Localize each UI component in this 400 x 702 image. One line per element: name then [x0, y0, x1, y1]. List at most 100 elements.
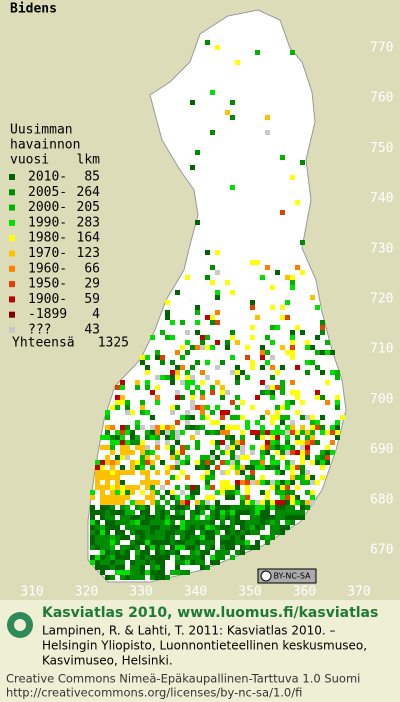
grid-square — [105, 510, 110, 515]
grid-square — [100, 540, 105, 545]
grid-square — [200, 415, 205, 420]
grid-square — [210, 530, 215, 535]
grid-square — [295, 450, 300, 455]
grid-square — [260, 365, 265, 370]
grid-square — [215, 440, 220, 445]
grid-square — [230, 545, 235, 550]
grid-square — [155, 555, 160, 560]
grid-square — [195, 545, 200, 550]
grid-square — [125, 425, 130, 430]
grid-square — [220, 450, 225, 455]
badge-icon — [260, 570, 272, 582]
grid-square — [215, 270, 220, 275]
grid-square — [320, 465, 325, 470]
grid-square — [160, 515, 165, 520]
grid-square — [140, 410, 145, 415]
grid-square — [215, 380, 220, 385]
grid-square — [155, 355, 160, 360]
grid-square — [160, 505, 165, 510]
grid-square — [305, 470, 310, 475]
grid-square — [310, 425, 315, 430]
grid-square — [150, 450, 155, 455]
grid-square — [285, 430, 290, 435]
grid-square — [280, 405, 285, 410]
grid-square — [300, 160, 305, 165]
grid-square — [95, 510, 100, 515]
grid-square — [275, 510, 280, 515]
grid-square — [185, 410, 190, 415]
grid-square — [180, 545, 185, 550]
grid-square — [310, 475, 315, 480]
grid-square — [190, 435, 195, 440]
grid-square — [160, 360, 165, 365]
grid-square — [170, 495, 175, 500]
grid-square — [290, 380, 295, 385]
grid-square — [165, 480, 170, 485]
grid-square — [205, 275, 210, 280]
grid-square — [195, 425, 200, 430]
grid-square — [230, 115, 235, 120]
grid-square — [225, 550, 230, 555]
grid-square — [175, 375, 180, 380]
grid-square — [125, 455, 130, 460]
grid-square — [215, 420, 220, 425]
grid-square — [255, 520, 260, 525]
grid-square — [175, 370, 180, 375]
grid-square — [175, 530, 180, 535]
grid-square — [145, 480, 150, 485]
grid-square — [210, 545, 215, 550]
grid-square — [210, 315, 215, 320]
grid-square — [110, 555, 115, 560]
grid-square — [225, 410, 230, 415]
legend-swatch — [9, 327, 15, 333]
grid-square — [135, 520, 140, 525]
grid-square — [205, 545, 210, 550]
grid-square — [235, 550, 240, 555]
grid-square — [195, 555, 200, 560]
grid-square — [105, 525, 110, 530]
grid-square — [320, 350, 325, 355]
grid-square — [325, 460, 330, 465]
grid-square — [95, 545, 100, 550]
grid-square — [270, 535, 275, 540]
grid-square — [170, 455, 175, 460]
grid-square — [195, 360, 200, 365]
legend-label: 1900- — [28, 292, 67, 307]
grid-square — [205, 335, 210, 340]
grid-square — [275, 430, 280, 435]
grid-square — [90, 520, 95, 525]
grid-square — [155, 570, 160, 575]
grid-square — [245, 485, 250, 490]
grid-square — [325, 340, 330, 345]
grid-square — [135, 530, 140, 535]
grid-square — [240, 525, 245, 530]
grid-square — [250, 430, 255, 435]
grid-square — [210, 535, 215, 540]
grid-square — [185, 485, 190, 490]
grid-square — [315, 480, 320, 485]
grid-square — [130, 515, 135, 520]
grid-square — [325, 400, 330, 405]
grid-square — [125, 445, 130, 450]
grid-square — [230, 355, 235, 360]
grid-square — [270, 375, 275, 380]
grid-square — [270, 395, 275, 400]
grid-square — [235, 415, 240, 420]
grid-square — [170, 370, 175, 375]
grid-square — [215, 500, 220, 505]
grid-square — [135, 460, 140, 465]
grid-square — [200, 475, 205, 480]
grid-square — [175, 395, 180, 400]
grid-square — [280, 450, 285, 455]
grid-square — [90, 495, 95, 500]
grid-square — [295, 495, 300, 500]
grid-square — [250, 305, 255, 310]
grid-square — [240, 530, 245, 535]
grid-square — [155, 565, 160, 570]
grid-square — [225, 345, 230, 350]
grid-square — [240, 520, 245, 525]
grid-square — [210, 505, 215, 510]
grid-square — [220, 555, 225, 560]
grid-square — [305, 430, 310, 435]
